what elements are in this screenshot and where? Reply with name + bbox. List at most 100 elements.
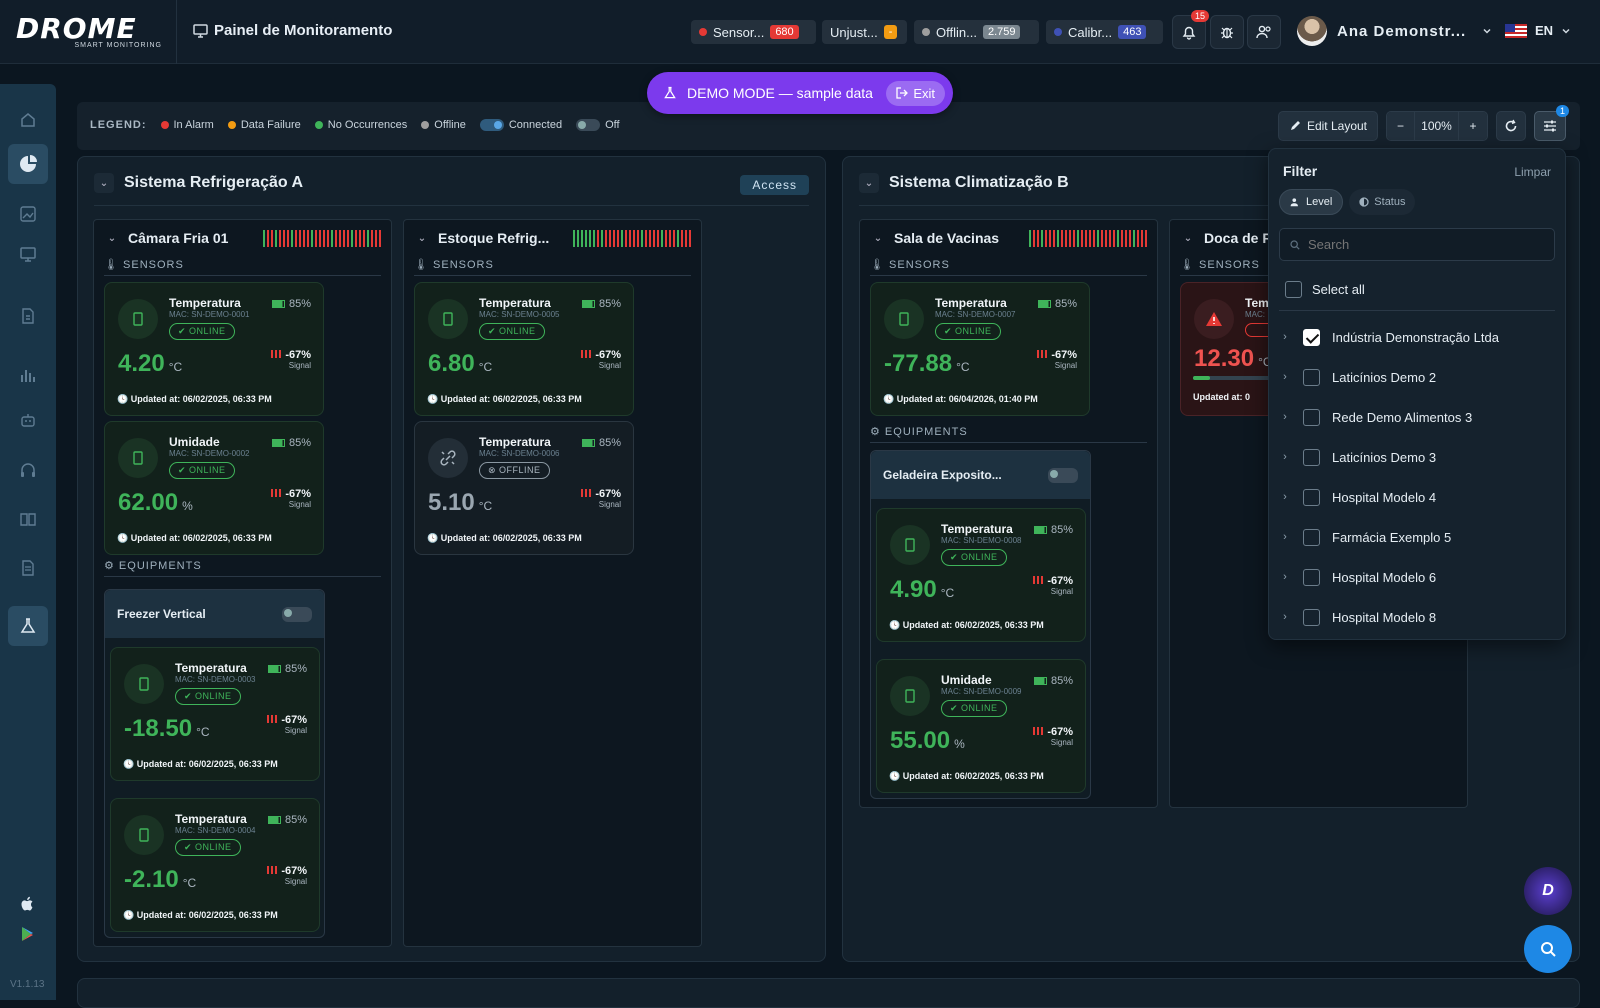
filter-item[interactable]: › Farmácia Exemplo 5 xyxy=(1279,517,1559,557)
bug-report-button[interactable] xyxy=(1210,15,1244,49)
collapse-chevron-icon[interactable]: ⌄ xyxy=(1183,232,1193,244)
equipment-power-toggle[interactable] xyxy=(1048,467,1078,483)
sidebar-item-demo-lab[interactable] xyxy=(8,606,48,646)
sensor-value: 4.90 °C xyxy=(890,576,955,603)
notifications-button[interactable]: 15 xyxy=(1172,10,1209,49)
checkbox[interactable] xyxy=(1303,608,1320,626)
battery-indicator: 85% xyxy=(271,437,311,449)
checkbox[interactable] xyxy=(1303,568,1320,586)
sensor-card[interactable]: Umidade MAC: SN-DEMO-0002 ✔ ONLINE 85% 6… xyxy=(104,421,324,555)
robot-icon xyxy=(21,414,35,427)
checkbox[interactable] xyxy=(1285,281,1302,298)
pie-chart-icon xyxy=(20,155,37,172)
sensor-card[interactable]: Temperatura MAC: SN-DEMO-0007 ✔ ONLINE 8… xyxy=(870,282,1090,416)
status-history-bar xyxy=(1089,230,1091,247)
sensor-card[interactable]: Temperatura MAC: SN-DEMO-0006 ⊗ OFFLINE … xyxy=(414,421,634,555)
chip-unjustified[interactable]: Unjust... - xyxy=(822,20,907,44)
chevron-right-icon[interactable]: › xyxy=(1283,451,1287,463)
chevron-right-icon[interactable]: › xyxy=(1283,331,1287,343)
collapse-chevron-icon[interactable]: ⌄ xyxy=(873,232,883,244)
chevron-right-icon[interactable]: › xyxy=(1283,571,1287,583)
filter-item-label: Laticínios Demo 2 xyxy=(1332,369,1437,385)
status-history-bar xyxy=(1093,230,1095,247)
sidebar-item-reports[interactable] xyxy=(8,296,48,336)
filter-item[interactable]: › Hospital Modelo 6 xyxy=(1279,557,1559,597)
filter-item[interactable]: › Rede Demo Alimentos 3 xyxy=(1279,397,1559,437)
status-history-bar xyxy=(1077,230,1079,247)
users-button[interactable] xyxy=(1247,15,1281,49)
chip-offline[interactable]: Offlin... 2.759 xyxy=(914,20,1039,44)
select-all-checkbox[interactable]: Select all xyxy=(1285,281,1365,298)
filter-item[interactable]: › Hospital Modelo 8 xyxy=(1279,597,1559,637)
sidebar-item-robot[interactable] xyxy=(8,400,48,440)
status-history-bar xyxy=(1053,230,1055,247)
sensor-card[interactable]: Umidade MAC: SN-DEMO-0009 ✔ ONLINE 85% 5… xyxy=(876,659,1086,793)
zoom-in-button[interactable]: + xyxy=(1459,112,1487,140)
chip-sensor-alarm[interactable]: Sensor... 680 xyxy=(691,20,816,44)
status-history-bar xyxy=(295,230,297,247)
sensor-card[interactable]: Temperatura MAC: SN-DEMO-0005 ✔ ONLINE 8… xyxy=(414,282,634,416)
equipment-power-toggle[interactable] xyxy=(282,606,312,622)
apple-store-icon[interactable] xyxy=(8,884,48,924)
sidebar-item-monitor[interactable] xyxy=(8,234,48,274)
drome-logo[interactable]: DROME SMART MONITORING xyxy=(16,14,162,50)
zoom-out-button[interactable]: − xyxy=(1387,112,1415,140)
checkbox[interactable] xyxy=(1303,408,1320,426)
filter-search-input[interactable] xyxy=(1308,237,1528,252)
sidebar-item-charts[interactable] xyxy=(8,355,48,395)
collapse-chevron-icon[interactable]: ⌄ xyxy=(107,232,117,244)
signal-strength: -67% Signal xyxy=(267,865,307,886)
sidebar-item-files[interactable] xyxy=(8,548,48,588)
sensor-value: -2.10 °C xyxy=(124,866,197,893)
battery-indicator: 85% xyxy=(581,298,621,310)
chevron-right-icon[interactable]: › xyxy=(1283,411,1287,423)
status-history-bar xyxy=(633,230,635,247)
tab-status[interactable]: Status xyxy=(1349,189,1416,215)
sensor-card[interactable]: Temperatura MAC: SN-DEMO-0008 ✔ ONLINE 8… xyxy=(876,508,1086,642)
refresh-button[interactable] xyxy=(1496,111,1526,141)
sensor-status-badge: ✔ ONLINE xyxy=(175,688,241,705)
battery-icon xyxy=(271,300,285,308)
sidebar-item-analytics[interactable] xyxy=(8,194,48,234)
chip-calibration[interactable]: Calibr... 463 xyxy=(1046,20,1163,44)
checkbox[interactable] xyxy=(1303,488,1320,506)
sidebar-item-dashboard[interactable] xyxy=(8,144,48,184)
collapse-chevron-icon[interactable]: ⌄ xyxy=(859,173,879,193)
chevron-right-icon[interactable]: › xyxy=(1283,531,1287,543)
edit-layout-button[interactable]: Edit Layout xyxy=(1277,111,1378,141)
alarm-progress-track xyxy=(1193,376,1279,380)
tab-level[interactable]: Level xyxy=(1279,189,1344,215)
chevron-right-icon[interactable]: › xyxy=(1283,371,1287,383)
status-history-bar xyxy=(573,230,575,247)
access-button[interactable]: Access xyxy=(740,175,809,195)
chevron-right-icon[interactable]: › xyxy=(1283,491,1287,503)
exit-demo-button[interactable]: Exit xyxy=(886,80,945,106)
battery-indicator: 85% xyxy=(267,663,307,675)
checkbox[interactable] xyxy=(1303,448,1320,466)
collapse-chevron-icon[interactable]: ⌄ xyxy=(417,232,427,244)
user-menu[interactable]: Ana Demonstr... xyxy=(1297,16,1492,46)
checkbox[interactable] xyxy=(1303,528,1320,546)
filter-item[interactable]: › Laticínios Demo 3 xyxy=(1279,437,1559,477)
filter-button[interactable]: 1 xyxy=(1534,105,1569,141)
battery-icon xyxy=(267,665,281,673)
sidebar-item-support[interactable] xyxy=(8,450,48,490)
filter-item[interactable]: › Laticínios Demo 2 xyxy=(1279,357,1559,397)
sensor-card[interactable]: Temperatura MAC: SN-DEMO-0003 ✔ ONLINE 8… xyxy=(110,647,320,781)
clear-filter-button[interactable]: Limpar xyxy=(1514,165,1551,179)
checkbox[interactable] xyxy=(1303,368,1320,386)
sensor-card[interactable]: Temperatura MAC: SN-DEMO-0001 ✔ ONLINE 8… xyxy=(104,282,324,416)
sensor-card-alarm[interactable]: Tem MAC: 12.30 °C Updated at: 0 xyxy=(1180,282,1280,416)
checkbox[interactable] xyxy=(1303,328,1320,346)
collapse-chevron-icon[interactable]: ⌄ xyxy=(94,173,114,193)
language-selector[interactable]: EN xyxy=(1505,23,1571,38)
google-play-icon[interactable] xyxy=(8,914,48,954)
filter-item[interactable]: › Hospital Modelo 4 xyxy=(1279,477,1559,517)
sensor-card[interactable]: Temperatura MAC: SN-DEMO-0004 ✔ ONLINE 8… xyxy=(110,798,320,932)
ai-assistant-button[interactable]: D xyxy=(1524,867,1572,915)
sidebar-item-home[interactable] xyxy=(8,100,48,140)
chevron-right-icon[interactable]: › xyxy=(1283,611,1287,623)
search-fab-button[interactable] xyxy=(1524,925,1572,973)
sidebar-item-docs[interactable] xyxy=(8,499,48,539)
filter-item[interactable]: › Indústria Demonstração Ltda xyxy=(1279,317,1559,357)
